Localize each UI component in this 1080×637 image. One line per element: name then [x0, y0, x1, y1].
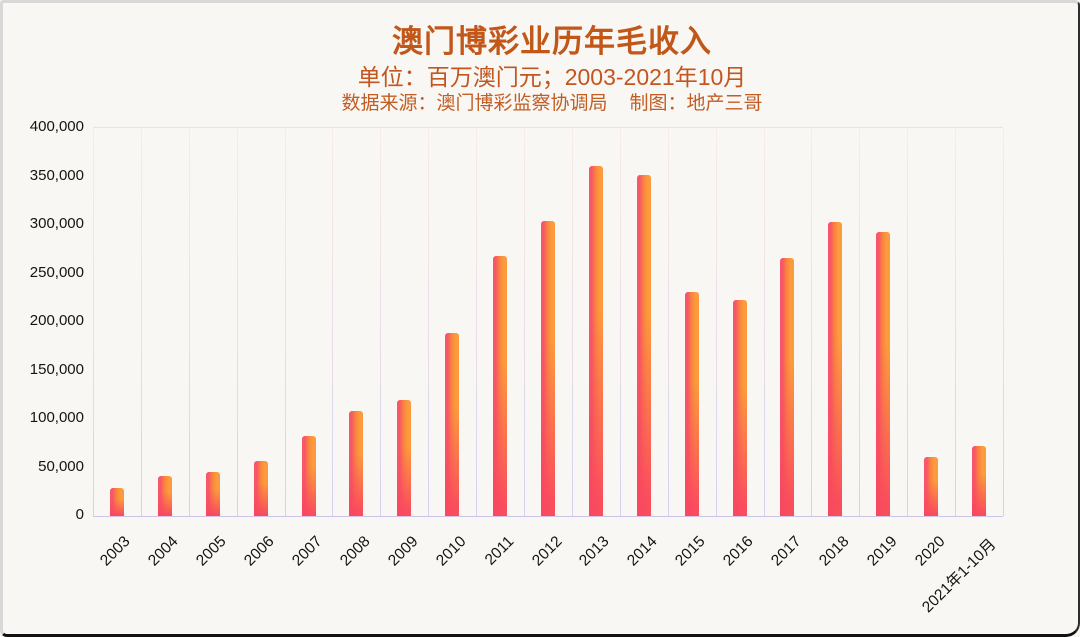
y-tick-label: 300,000: [29, 215, 84, 232]
bar-2012: [541, 221, 555, 516]
x-tick-label: 2003: [97, 533, 134, 570]
bar-2010: [445, 333, 460, 516]
vertical-gridline: [284, 128, 286, 516]
x-tick-label: 2005: [193, 533, 230, 570]
vertical-gridline: [476, 128, 478, 516]
chart-subtitle: 单位：百万澳门元；2003-2021年10月: [357, 64, 747, 90]
vertical-gridline: [236, 128, 238, 516]
x-tick-label: 2015: [672, 533, 709, 570]
chart-credit-label: 制图：地产三哥: [629, 93, 763, 114]
chart-source-row: 数据来源：澳门博彩监察协调局 制图：地产三哥: [24, 93, 1080, 115]
bar-2005: [205, 471, 220, 516]
x-tick-label: 2006: [241, 533, 278, 570]
x-tick-label: 2018: [815, 533, 853, 570]
bar-2015: [684, 291, 699, 516]
chart-title: 澳门博彩业历年毛收入: [392, 24, 712, 59]
bar-2011: [493, 256, 508, 516]
bar-2013: [588, 166, 603, 516]
y-tick-label: 350,000: [29, 166, 84, 184]
vertical-gridline: [619, 128, 621, 516]
x-tick-label: 2019: [863, 533, 901, 570]
x-tick-label: 2007: [289, 533, 326, 570]
y-tick-label: 0: [75, 506, 84, 523]
x-tick-label: 2012: [528, 533, 566, 570]
vertical-gridline: [571, 128, 573, 516]
x-tick-label: 2010: [432, 533, 470, 570]
vertical-gridline: [140, 128, 142, 516]
y-tick-label: 250,000: [29, 263, 84, 281]
x-tick-label: 2014: [624, 533, 661, 570]
vertical-gridline: [332, 128, 334, 516]
vertical-gridline: [1003, 128, 1004, 516]
bar-2019: [876, 232, 891, 516]
x-tick-label: 2016: [720, 533, 757, 570]
x-tick-label: 2009: [384, 533, 422, 570]
bar-2003: [109, 487, 124, 516]
x-tick-label: 2004: [145, 533, 182, 570]
x-tick-label: 2020: [911, 533, 949, 570]
bar-2006: [253, 461, 268, 516]
bar-2016: [732, 299, 747, 516]
x-tick-label: 2017: [768, 533, 805, 570]
bar-2007: [301, 435, 316, 516]
y-tick-label: 400,000: [29, 118, 84, 135]
y-tick-label: 50,000: [38, 457, 84, 475]
vertical-gridline: [524, 128, 526, 516]
y-tick-label: 150,000: [29, 360, 84, 378]
bar-2004: [157, 475, 172, 516]
y-tick-label: 200,000: [29, 312, 84, 329]
vertical-gridline: [907, 128, 909, 516]
data-source-label: 数据来源：澳门博彩监察协调局: [341, 93, 608, 114]
x-tick-label: 2008: [337, 533, 374, 570]
vertical-gridline: [763, 128, 765, 516]
vertical-gridline: [93, 128, 94, 516]
vertical-gridline: [715, 128, 717, 516]
chart-header: 澳门博彩业历年毛收入 单位：百万澳门元；2003-2021年10月 数据来源：澳…: [24, 24, 1080, 115]
y-tick-label: 100,000: [29, 409, 84, 426]
x-tick-label: 2011: [481, 533, 518, 569]
vertical-gridline: [380, 128, 382, 516]
bar-2014: [636, 175, 651, 516]
vertical-gridline: [428, 128, 430, 516]
bar-2020: [924, 457, 939, 516]
vertical-gridline: [188, 128, 190, 516]
x-tick-label: 2013: [576, 533, 613, 570]
bar-2008: [349, 410, 364, 516]
plot-area: 2003 2004 2005 2006 2007 2008 2009 2010 2011 2012…: [93, 127, 1004, 616]
vertical-gridline: [811, 128, 813, 516]
bar-2018: [828, 222, 843, 516]
bar-2021年1-10月: [972, 446, 987, 516]
vertical-gridline: [955, 128, 957, 516]
bar-2009: [397, 400, 412, 516]
vertical-gridline: [859, 128, 861, 516]
bar-2017: [780, 258, 795, 516]
vertical-gridline: [667, 128, 669, 516]
